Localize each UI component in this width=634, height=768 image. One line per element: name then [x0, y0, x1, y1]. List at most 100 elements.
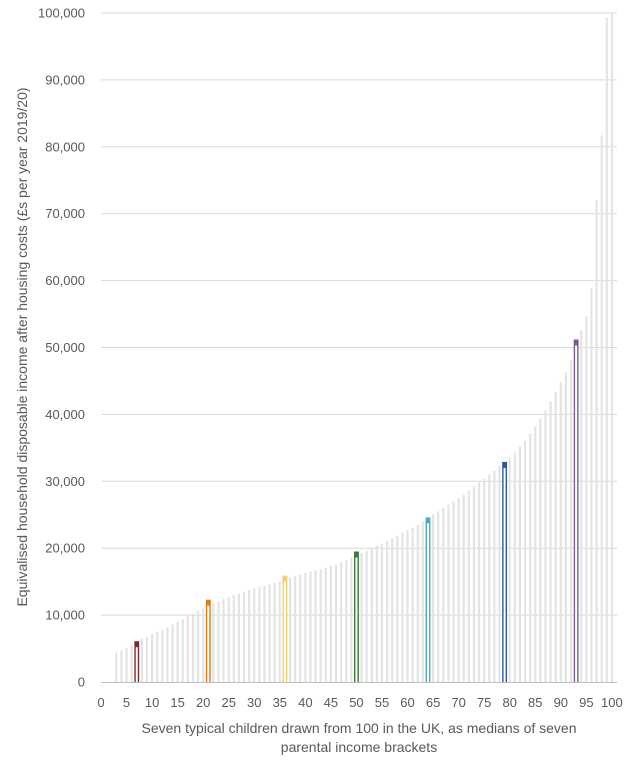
x-tick-label: 20: [196, 695, 210, 710]
bar: [585, 316, 588, 682]
x-tick-labels: 0 5 10 15 20 25 30 35 40 45 50 55 60 65 70 75 80 85 90 95 10…: [97, 695, 622, 710]
x-tick-label: 60: [400, 695, 414, 710]
x-tick-label: 85: [528, 695, 542, 710]
y-tick-label: 40,000: [45, 407, 85, 422]
bar: [258, 587, 261, 682]
x-axis-title-line-1: Seven typical children drawn from 100 in…: [141, 720, 576, 736]
bar: [564, 372, 567, 682]
highlighted-bars: [134, 339, 579, 682]
bar: [498, 465, 501, 682]
bar: [242, 591, 246, 682]
bar: [161, 629, 164, 682]
bar: [268, 584, 271, 682]
highlighted-bar: [354, 551, 359, 682]
bar: [401, 532, 404, 682]
x-tick-label: 90: [554, 695, 568, 710]
bar: [437, 511, 440, 682]
bar: [191, 613, 195, 682]
bar: [299, 574, 302, 682]
x-axis-title-line-2: parental income brackets: [281, 739, 437, 755]
y-tick-label: 0: [78, 675, 85, 690]
bar: [380, 543, 384, 682]
bar: [130, 645, 133, 682]
bar: [386, 540, 389, 682]
bar: [253, 588, 256, 682]
bar: [391, 538, 394, 682]
bar: [324, 567, 327, 682]
bar: [329, 565, 332, 682]
highlighted-bar: [425, 517, 431, 682]
highlighted-bar: [282, 575, 288, 682]
bar: [248, 589, 251, 682]
bar: [452, 501, 455, 682]
bar: [151, 633, 154, 682]
bar: [186, 616, 189, 682]
x-tick-label: 70: [451, 695, 465, 710]
bar: [345, 560, 348, 682]
bar: [145, 636, 149, 682]
x-tick-label: 80: [502, 695, 516, 710]
bar: [232, 595, 235, 682]
bar: [559, 382, 562, 682]
y-tick-label: 10,000: [45, 608, 85, 623]
bar: [483, 478, 486, 682]
bar: [217, 601, 220, 682]
bar: [569, 360, 573, 682]
bar: [370, 548, 373, 682]
bar: [442, 508, 445, 682]
bar: [590, 287, 593, 682]
highlighted-bar: [205, 599, 211, 682]
highlighted-bar: [502, 461, 508, 682]
x-tick-label: 40: [298, 695, 312, 710]
bar: [278, 581, 281, 682]
bar: [125, 647, 128, 682]
y-tick-label: 90,000: [45, 72, 85, 87]
highlighted-bar-inner: [207, 605, 210, 682]
bar: [447, 504, 450, 682]
bar: [432, 514, 435, 682]
x-tick-label: 15: [170, 695, 184, 710]
bar: [222, 599, 225, 682]
bar: [360, 552, 363, 682]
bar: [365, 550, 368, 682]
bar: [273, 582, 276, 682]
bar: [529, 433, 532, 682]
y-tick-label: 50,000: [45, 340, 85, 355]
x-tick-label: 45: [324, 695, 338, 710]
bar: [181, 619, 184, 682]
bar: [350, 557, 353, 682]
bar: [534, 426, 537, 682]
x-tick-label: 30: [247, 695, 261, 710]
bar: [309, 571, 312, 682]
bar: [212, 604, 215, 682]
bar: [166, 627, 169, 682]
y-tick-label: 70,000: [45, 206, 85, 221]
bar: [120, 650, 123, 682]
bar: [294, 575, 297, 682]
highlighted-bar-inner: [283, 581, 286, 682]
y-tick-label: 100,000: [38, 6, 85, 21]
x-tick-label: 25: [221, 695, 235, 710]
bar: [472, 486, 476, 682]
bar: [314, 570, 317, 682]
x-tick-label: 50: [349, 695, 363, 710]
bar: [416, 524, 419, 682]
bar: [140, 638, 143, 682]
bar: [375, 545, 378, 682]
bar: [227, 597, 230, 682]
bar: [580, 330, 583, 682]
bar: [518, 446, 522, 682]
bar: [605, 17, 608, 683]
gridlines: [101, 12, 617, 616]
x-tick-label: 65: [426, 695, 440, 710]
bar: [176, 621, 179, 682]
x-tick-label: 35: [273, 695, 287, 710]
bar: [340, 562, 343, 682]
bar: [288, 577, 292, 682]
highlighted-bar-inner: [426, 523, 429, 682]
bar: [513, 452, 516, 682]
bar: [457, 498, 460, 682]
bar: [467, 490, 470, 682]
bar: [477, 482, 481, 682]
